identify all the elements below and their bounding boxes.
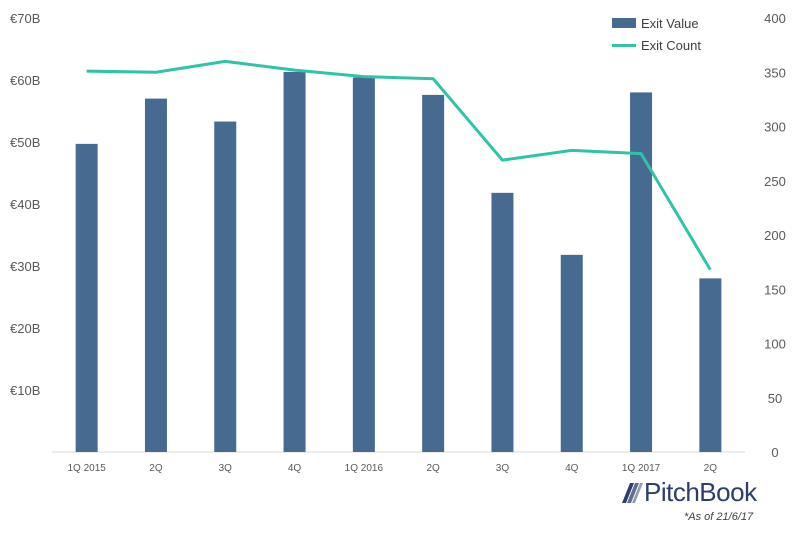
x-axis-tick: 4Q xyxy=(565,463,579,474)
x-axis-tick: 3Q xyxy=(496,463,510,474)
left-axis-tick: €60B xyxy=(10,73,40,88)
x-axis-tick: 2Q xyxy=(149,463,163,474)
x-axis-tick: 3Q xyxy=(219,463,233,474)
x-axis-tick: 2Q xyxy=(426,463,440,474)
bar-exit-value xyxy=(422,94,445,452)
right-axis-tick: 350 xyxy=(764,65,786,80)
legend-label-exit-count: Exit Count xyxy=(641,37,701,53)
legend-label-exit-value: Exit Value xyxy=(641,15,699,31)
bar-exit-value xyxy=(699,278,722,452)
pitchbook-logo-icon xyxy=(622,482,643,503)
right-axis-tick: 300 xyxy=(764,120,786,135)
bar-exit-value xyxy=(560,254,583,452)
x-axis-tick: 1Q 2016 xyxy=(345,463,384,474)
pitchbook-logo: PitchBook xyxy=(618,477,757,508)
left-axis-tick: €30B xyxy=(10,259,40,274)
left-axis-tick: €70B xyxy=(10,11,40,26)
legend-swatch-exit-value xyxy=(612,18,636,28)
right-axis-tick: 0 xyxy=(771,445,778,460)
x-axis-tick: 1Q 2015 xyxy=(67,463,106,474)
right-axis-tick: 250 xyxy=(764,174,786,189)
left-axis-tick: €20B xyxy=(10,321,40,336)
right-axis-tick: 100 xyxy=(764,337,786,352)
bar-exit-value xyxy=(352,77,375,453)
left-axis-tick: €40B xyxy=(10,197,40,212)
bar-exit-value xyxy=(144,98,167,452)
bar-exit-value xyxy=(283,71,306,452)
left-axis-tick: €50B xyxy=(10,135,40,150)
legend-swatch-exit-count xyxy=(612,43,636,47)
bar-exit-value xyxy=(491,192,514,452)
legend: Exit Value Exit Count xyxy=(612,12,701,56)
bar-exit-value xyxy=(630,92,653,453)
footnote: *As of 21/6/17 xyxy=(684,511,754,523)
line-exit-count xyxy=(86,59,712,271)
right-axis-tick: 200 xyxy=(764,228,786,243)
right-axis-tick: 400 xyxy=(764,11,786,26)
right-axis-tick: 150 xyxy=(764,282,786,297)
x-axis-tick: 2Q xyxy=(704,463,718,474)
pitchbook-logo-text: PitchBook xyxy=(644,477,757,507)
bar-exit-value xyxy=(214,121,237,452)
legend-item-exit-count: Exit Count xyxy=(612,34,701,56)
right-axis-tick: 50 xyxy=(768,391,782,406)
bar-exit-value xyxy=(75,143,98,453)
legend-item-exit-value: Exit Value xyxy=(612,12,701,34)
left-axis-tick: €10B xyxy=(10,383,40,398)
x-axis-tick: 1Q 2017 xyxy=(622,463,661,474)
x-axis-tick: 4Q xyxy=(288,463,302,474)
